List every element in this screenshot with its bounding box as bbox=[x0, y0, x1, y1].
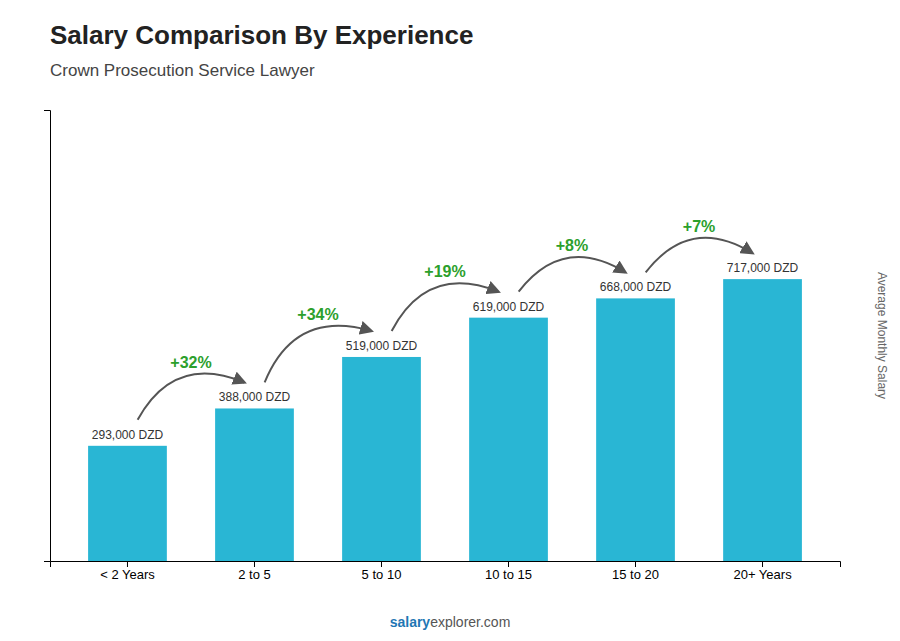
x-tick-label: 10 to 15 bbox=[485, 567, 532, 582]
data-label: 519,000 DZD bbox=[346, 339, 418, 353]
title: Salary Comparison By Experience bbox=[50, 20, 473, 50]
bar bbox=[342, 357, 421, 561]
x-tick: 15 to 20 bbox=[612, 561, 659, 582]
bars bbox=[88, 279, 802, 561]
x-tick: 10 to 15 bbox=[485, 561, 532, 582]
increase-label: +34% bbox=[297, 306, 338, 323]
x-tick-label: 20+ Years bbox=[733, 567, 792, 582]
subtitle: Crown Prosecution Service Lawyer bbox=[50, 61, 315, 80]
y-axis bbox=[44, 111, 51, 562]
x-tick: 2 to 5 bbox=[238, 561, 271, 582]
x-tick-mark bbox=[635, 561, 636, 567]
x-tick: < 2 Years bbox=[100, 561, 155, 582]
y-axis-line bbox=[44, 111, 51, 562]
increase-label: +32% bbox=[170, 354, 211, 371]
x-tick-label: 15 to 20 bbox=[612, 567, 659, 582]
x-axis: < 2 Years 2 to 5 5 to 10 10 to 15 15 to 20 20… bbox=[51, 561, 841, 582]
x-tick-label: < 2 Years bbox=[100, 567, 155, 582]
x-tick-mark bbox=[381, 561, 382, 567]
x-tick-mark bbox=[254, 561, 255, 567]
data-label: 717,000 DZD bbox=[727, 261, 799, 275]
data-labels: 293,000 DZD 388,000 DZD 519,000 DZD 619,000… bbox=[92, 261, 799, 442]
x-tick-label: 2 to 5 bbox=[238, 567, 271, 582]
data-label: 668,000 DZD bbox=[600, 280, 672, 294]
increase-arc bbox=[646, 238, 753, 273]
plot: < 2 Years 2 to 5 5 to 10 10 to 15 15 to 20 20… bbox=[44, 111, 841, 583]
x-tick-mark bbox=[508, 561, 509, 567]
bar bbox=[596, 298, 675, 561]
data-label: 388,000 DZD bbox=[219, 390, 291, 404]
y-label: Average Monthly Salary bbox=[875, 272, 889, 399]
footer-normal: explorer.com bbox=[430, 614, 510, 630]
data-label: 293,000 DZD bbox=[92, 428, 164, 442]
increase-arc bbox=[519, 257, 626, 292]
increase-arc bbox=[138, 374, 245, 420]
increase-label: +8% bbox=[556, 237, 588, 254]
bar bbox=[469, 318, 548, 561]
bar bbox=[723, 279, 802, 561]
x-tick: 20+ Years bbox=[733, 561, 792, 582]
chart: Salary Comparison By Experience Crown Pro… bbox=[0, 0, 900, 641]
footer-bold: salary bbox=[390, 614, 431, 630]
x-tick-label: 5 to 10 bbox=[362, 567, 402, 582]
annotations: +32% +34% +19% +8% +7% bbox=[138, 218, 753, 420]
increase-arc bbox=[265, 326, 372, 383]
footer: salaryexplorer.com bbox=[390, 614, 511, 630]
increase-label: +7% bbox=[683, 218, 715, 235]
x-tick: 5 to 10 bbox=[362, 561, 402, 582]
bar bbox=[88, 446, 167, 561]
increase-label: +19% bbox=[424, 263, 465, 280]
x-axis-line bbox=[51, 562, 841, 568]
bar bbox=[215, 408, 294, 561]
increase-arc bbox=[392, 283, 499, 331]
data-label: 619,000 DZD bbox=[473, 300, 545, 314]
x-tick-mark bbox=[762, 561, 763, 567]
x-tick-mark bbox=[127, 561, 128, 567]
